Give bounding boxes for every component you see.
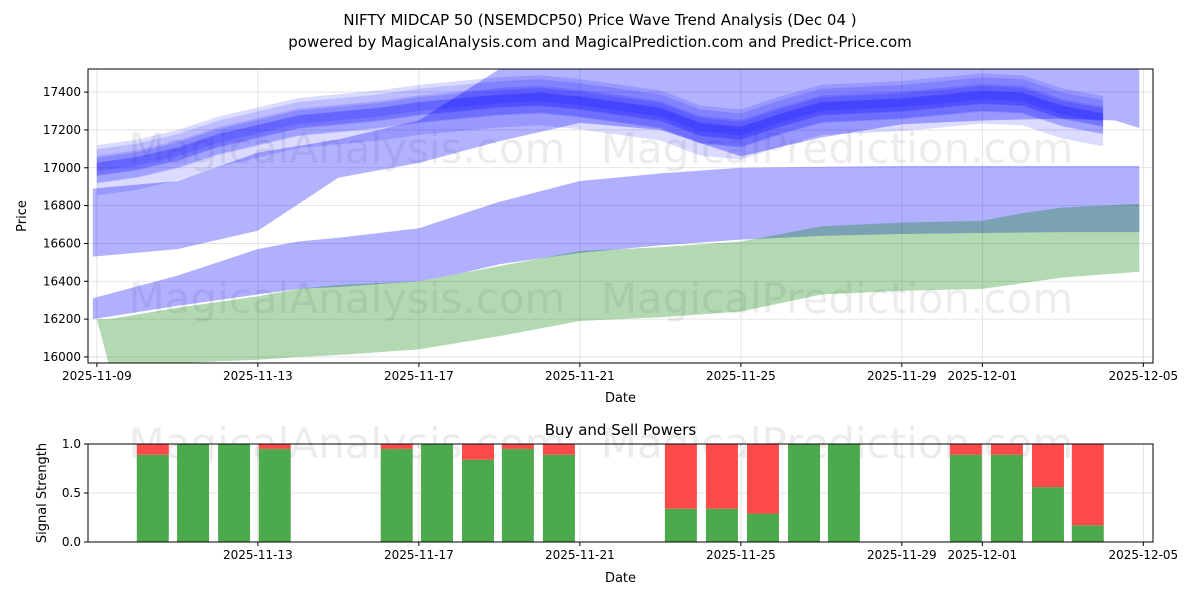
- y-tick-label: 16400: [43, 274, 81, 288]
- x-tick-label: 2025-11-13: [223, 369, 293, 383]
- axes-frame: [87, 68, 1154, 364]
- watermark-text: MagicalPrediction.com: [601, 124, 1074, 173]
- watermark-text: MagicalPrediction.com: [601, 274, 1074, 323]
- title-line-2: powered by MagicalAnalysis.com and Magic…: [288, 33, 912, 51]
- trend-wave-band: [96, 77, 1104, 196]
- buy-bar: [380, 448, 413, 542]
- buy-bar: [501, 448, 534, 542]
- buy-bar: [705, 508, 738, 542]
- y-tick-label: 17400: [43, 85, 81, 99]
- buy-bar: [136, 454, 169, 542]
- sell-bar: [664, 444, 697, 509]
- trend-wave-band: [96, 85, 1104, 183]
- x-tick-label: 2025-11-21: [545, 548, 615, 562]
- watermarks: MagicalAnalysis.com MagicalPrediction.com…: [129, 124, 1074, 323]
- x-tick-label: 2025-11-21: [545, 369, 615, 383]
- buy-bar: [542, 454, 575, 542]
- watermark-text: MagicalAnalysis.com: [129, 274, 566, 323]
- y-tick-label: 16200: [43, 312, 81, 326]
- x-tick-label: 2025-12-01: [947, 548, 1017, 562]
- x-tick-label: 2025-11-17: [384, 548, 454, 562]
- x-tick-label: 2025-12-05: [1108, 548, 1178, 562]
- sell-bar: [705, 444, 738, 509]
- grid: [88, 69, 1153, 363]
- sell-bar: [380, 444, 413, 449]
- green-band: [96, 203, 1140, 363]
- buy-bar: [258, 448, 291, 542]
- x-tick-label: 2025-12-05: [1108, 369, 1178, 383]
- y-tick-label: 1.0: [62, 437, 81, 451]
- y-tick-label: 16600: [43, 236, 81, 250]
- x-tick-label: 2025-11-25: [706, 548, 776, 562]
- trend-wave-band: [96, 84, 1104, 177]
- buy-bar: [949, 454, 982, 542]
- x-tick-label: 2025-11-09: [62, 369, 132, 383]
- y-axis-label: Signal Strength: [35, 443, 50, 543]
- x-tick-label: 2025-11-29: [867, 369, 937, 383]
- buy-bar: [664, 508, 697, 542]
- y-tick-label: 17200: [43, 123, 81, 137]
- buy-bar: [218, 444, 251, 542]
- sell-bar: [949, 444, 982, 455]
- buy-bar: [746, 513, 779, 542]
- plot-area: [92, 69, 1140, 363]
- buy-sell-chart: MagicalAnalysis.com MagicalPrediction.com…: [35, 419, 1178, 586]
- buy-bar: [990, 454, 1023, 542]
- y-axis-label: Price: [15, 200, 30, 232]
- buy-bar: [1071, 525, 1104, 542]
- mid-blue-band: [92, 165, 1140, 320]
- title-line-1: NIFTY MIDCAP 50 (NSEMDCP50) Price Wave T…: [343, 11, 856, 29]
- sell-bar: [542, 444, 575, 455]
- y-tick-label: 17000: [43, 161, 81, 175]
- y-tick-label: 0.0: [62, 535, 81, 549]
- trend-wave-band: [96, 73, 1104, 184]
- wide-upper-band: [92, 69, 1140, 257]
- trend-wave-band: [96, 90, 1104, 176]
- trend-wave-band: [96, 90, 1104, 172]
- sell-bar: [1031, 444, 1064, 488]
- x-tick-label: 2025-11-17: [384, 369, 454, 383]
- sell-bar: [990, 444, 1023, 455]
- sell-bar: [501, 444, 534, 449]
- watermark-text: MagicalAnalysis.com: [129, 124, 566, 173]
- y-tick-label: 0.5: [62, 486, 81, 500]
- y-tick-label: 16800: [43, 199, 81, 213]
- x-tick-label: 2025-12-01: [947, 369, 1017, 383]
- y-tick-label: 16000: [43, 350, 81, 364]
- buy-bar: [1031, 487, 1064, 542]
- sell-bar: [746, 444, 779, 514]
- x-axis-label: Date: [605, 571, 636, 586]
- sell-bar: [258, 444, 291, 449]
- sell-bar: [136, 444, 169, 455]
- buy-bar: [827, 444, 860, 542]
- x-tick-label: 2025-11-25: [706, 369, 776, 383]
- buy-bar: [420, 444, 453, 542]
- buy-bar: [462, 459, 495, 542]
- buy-bar: [177, 444, 210, 542]
- price-chart: MagicalAnalysis.com MagicalPrediction.com…: [15, 68, 1178, 406]
- x-tick-label: 2025-11-29: [867, 548, 937, 562]
- x-tick-label: 2025-11-13: [223, 548, 293, 562]
- sell-bar: [1071, 444, 1104, 526]
- sell-bar: [462, 444, 495, 460]
- chart-title: Buy and Sell Powers: [545, 421, 697, 439]
- buy-bar: [788, 444, 821, 542]
- x-axis-label: Date: [605, 391, 636, 406]
